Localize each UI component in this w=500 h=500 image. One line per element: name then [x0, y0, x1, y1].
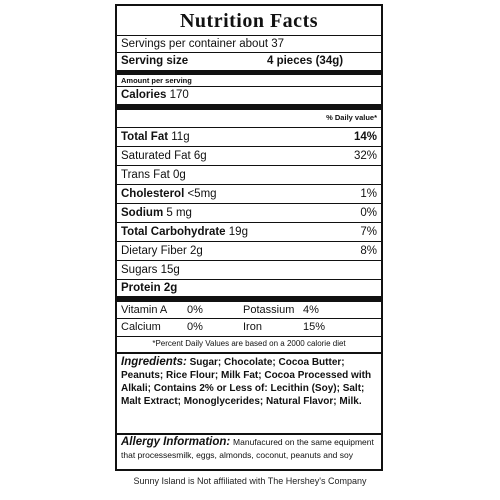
nutrient-row: Total Fat 11g 14% [117, 130, 381, 144]
ingredients-text: Sugar; Chocolate; Cocoa Butter; Peanuts;… [121, 357, 372, 407]
daily-value-footnote: *Percent Daily Values are based on a 200… [152, 339, 346, 348]
divider [117, 35, 381, 36]
ingredients-block: Ingredients: Sugar; Chocolate; Cocoa But… [117, 356, 381, 408]
calories-label: Calories [121, 89, 167, 101]
divider [117, 127, 381, 128]
panel-title: Nutrition Facts [179, 10, 319, 32]
divider [117, 433, 381, 435]
nutrient-daily-value: 14% [353, 131, 377, 143]
divider [117, 184, 381, 185]
divider [117, 203, 381, 204]
vitamin-value: 0% [187, 321, 203, 333]
nutrient-row: Protein 2g [117, 281, 381, 295]
divider [117, 86, 381, 87]
nutrient-amount: 6g [193, 150, 207, 162]
nutrient-row: Total Carbohydrate 19g 7% [117, 225, 381, 239]
divider [117, 222, 381, 223]
divider [117, 165, 381, 166]
vitamin-row: Calcium 0% Iron 15% [117, 320, 381, 334]
nutrient-label: Total Carbohydrate [121, 226, 226, 238]
allergy-label: Allergy Information: [121, 436, 231, 448]
nutrient-daily-value: 32% [353, 150, 377, 162]
mineral-name: Iron [243, 321, 262, 333]
divider [117, 336, 381, 337]
nutrient-amount: 0g [169, 169, 186, 181]
nutrient-label: Sodium [121, 207, 164, 219]
thick-divider [117, 104, 381, 110]
divider [117, 279, 381, 280]
mineral-name: Potassium [243, 304, 295, 316]
vitamin-value: 0% [187, 304, 203, 316]
amount-per-serving: Amount per serving [121, 76, 192, 85]
vitamin-row: Vitamin A 0% Potassium 4% [117, 303, 381, 317]
nutrient-row: Saturated Fat 6g 32% [117, 149, 381, 163]
vitamin-name: Vitamin A [121, 304, 168, 316]
serving-size-row: Serving size 4 pieces (34g) [117, 54, 381, 68]
nutrient-amount: <5mg [187, 188, 217, 200]
divider [117, 146, 381, 147]
nutrition-facts-panel: Nutrition Facts Servings per container a… [115, 4, 383, 471]
nutrient-amount: 2g [190, 245, 203, 257]
nutrient-daily-value: 8% [360, 245, 377, 257]
daily-value-header: % Daily value* [326, 113, 377, 122]
serving-size-label: Serving size [121, 55, 189, 67]
nutrient-daily-value: 0% [360, 207, 377, 219]
divider [117, 318, 381, 319]
vitamin-name: Calcium [121, 321, 161, 333]
divider [117, 260, 381, 261]
nutrient-row: Sugars 15g [117, 263, 381, 277]
nutrient-label: Cholesterol [121, 188, 185, 200]
thick-divider [117, 70, 381, 75]
nutrient-amount: 19g [228, 226, 248, 238]
mineral-value: 15% [303, 321, 326, 333]
divider [117, 352, 381, 354]
nutrient-label: Dietary Fiber [121, 245, 187, 257]
calories-value: 170 [169, 89, 189, 101]
nutrient-row: Cholesterol <5mg 1% [117, 187, 381, 201]
allergy-text: Manufacured on the same equipment that p… [121, 437, 374, 460]
nutrient-row: Trans Fat 0g [117, 168, 381, 182]
thick-divider [117, 296, 381, 302]
mineral-value: 4% [303, 304, 319, 316]
allergy-block: Allergy Information: Manufacured on the … [117, 436, 381, 462]
nutrient-label: Protein [121, 282, 161, 294]
nutrient-row: Dietary Fiber 2g 8% [117, 244, 381, 258]
nutrient-row: Sodium 5 mg 0% [117, 206, 381, 220]
nutrient-label: Saturated Fat [121, 150, 191, 162]
divider [117, 52, 381, 53]
ingredients-label: Ingredients: [121, 356, 187, 368]
nutrient-amount: 2g [163, 282, 178, 294]
nutrient-label: Total Fat [121, 131, 169, 143]
nutrient-label: Sugars [121, 264, 158, 276]
nutrient-label: Trans Fat [121, 169, 170, 181]
nutrient-amount: 11g [171, 131, 190, 143]
serving-size-value: 4 pieces (34g) [267, 55, 344, 67]
nutrient-daily-value: 1% [360, 188, 377, 200]
nutrient-amount: 15g [160, 264, 180, 276]
servings-per-container: Servings per container about 37 [121, 38, 285, 50]
nutrient-amount: 5 mg [166, 207, 192, 219]
affiliation-disclaimer: Sunny Island is Not affiliated with The … [133, 476, 367, 486]
calories-row: Calories 170 [117, 88, 381, 102]
divider [117, 241, 381, 242]
daily-value-header-row: % Daily value* [117, 113, 381, 125]
nutrient-daily-value: 7% [360, 226, 377, 238]
